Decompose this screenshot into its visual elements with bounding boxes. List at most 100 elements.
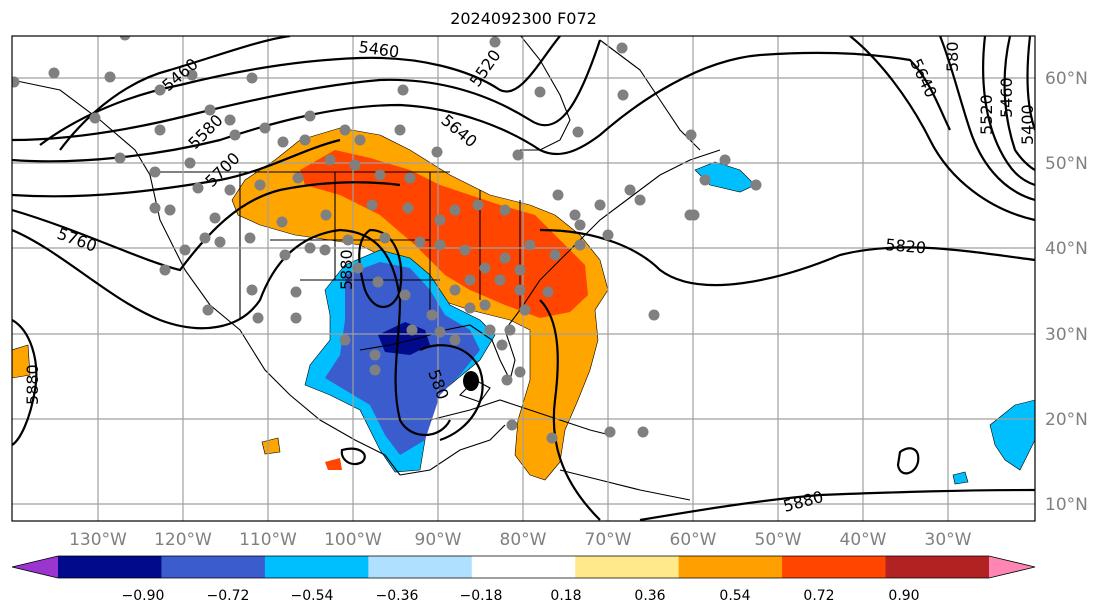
station-marker xyxy=(320,209,332,221)
mid-blue-region xyxy=(325,262,480,455)
station-marker xyxy=(604,426,616,438)
station-marker xyxy=(464,274,476,286)
station-marker xyxy=(434,326,446,338)
colorbar-segment xyxy=(161,556,266,578)
station-marker xyxy=(149,202,161,214)
station-marker xyxy=(699,174,711,186)
station-marker xyxy=(494,274,506,286)
contour-label-5880-a: 5880 xyxy=(337,249,356,290)
contour-5760 xyxy=(12,181,401,272)
station-marker xyxy=(569,209,581,221)
low-center-marker xyxy=(463,371,479,391)
station-marker xyxy=(394,124,406,136)
station-marker xyxy=(572,126,584,138)
station-marker xyxy=(499,204,511,216)
station-marker xyxy=(552,189,564,201)
station-marker xyxy=(489,36,501,48)
station-marker xyxy=(244,232,256,244)
station-marker xyxy=(602,229,614,241)
station-marker xyxy=(304,242,316,254)
lon-label: 60°W xyxy=(670,530,717,550)
map-title: 2024092300 F072 xyxy=(450,9,597,28)
station-marker xyxy=(299,134,311,146)
colorbar-segment xyxy=(678,556,783,578)
station-marker xyxy=(259,122,271,134)
contour-5820-east xyxy=(539,228,1035,287)
contour-5700 xyxy=(12,138,341,198)
station-marker xyxy=(549,249,561,261)
colorbar-segment xyxy=(264,556,369,578)
station-marker xyxy=(514,264,526,276)
red-region xyxy=(300,150,588,318)
lon-label: 30°W xyxy=(925,530,972,550)
station-marker xyxy=(688,209,700,221)
station-marker xyxy=(379,232,391,244)
orange-region-small xyxy=(12,344,31,379)
station-marker xyxy=(292,172,304,184)
station-marker xyxy=(514,284,526,296)
light-blue-small xyxy=(952,471,969,485)
station-marker xyxy=(399,289,411,301)
contour-gulf-closed xyxy=(340,447,366,466)
station-marker xyxy=(276,216,288,228)
station-marker xyxy=(214,236,226,248)
contour-east-4 xyxy=(938,36,1035,202)
station-marker xyxy=(750,179,762,191)
lat-label: 30°N xyxy=(1045,325,1088,345)
map-clip-group xyxy=(12,36,1035,521)
light-blue-atlantic xyxy=(989,399,1035,471)
station-marker xyxy=(246,72,258,84)
station-marker xyxy=(224,184,236,196)
station-marker xyxy=(512,149,524,161)
station-marker xyxy=(104,71,116,83)
station-marker xyxy=(542,286,554,298)
station-marker xyxy=(496,339,508,351)
station-marker xyxy=(192,182,204,194)
station-marker xyxy=(366,199,378,211)
station-marker xyxy=(279,249,291,261)
contour-5880-east xyxy=(639,488,1035,521)
contour-east-5 xyxy=(849,36,1035,222)
colorbar-segment xyxy=(782,556,887,578)
map-frame xyxy=(11,35,1036,522)
station-marker xyxy=(616,42,628,54)
station-marker xyxy=(634,194,646,206)
station-marker xyxy=(624,184,636,196)
station-marker xyxy=(524,239,536,251)
station-marker xyxy=(484,324,496,336)
latitude-labels: 60°N 50°N 40°N 30°N 20°N 10°N xyxy=(1045,69,1088,515)
station-marker xyxy=(246,284,258,296)
colorbar-tick: 0.18 xyxy=(550,588,581,604)
contour-label-580-top: 580 xyxy=(943,41,962,72)
colorbar-tick: 0.36 xyxy=(634,588,665,604)
contour-label-5400: 5400 xyxy=(1018,104,1037,145)
lat-label: 10°N xyxy=(1045,495,1088,515)
contour-east-1 xyxy=(982,36,1035,187)
station-marker xyxy=(290,286,302,298)
contour-label-5820: 5820 xyxy=(885,235,927,257)
station-marker xyxy=(48,67,60,79)
contour-5580 xyxy=(12,39,602,142)
contour-label-5460-c: 5460 xyxy=(997,77,1016,118)
station-marker xyxy=(594,199,606,211)
colorbar-tick: 0.90 xyxy=(888,588,919,604)
station-marker xyxy=(202,304,214,316)
station-marker xyxy=(179,244,191,256)
station-marker xyxy=(254,179,266,191)
contour-label-5880-c: 5880 xyxy=(23,364,42,405)
station-marker xyxy=(159,264,171,276)
contour-5880-west xyxy=(12,319,38,446)
station-marker xyxy=(504,324,516,336)
colorbar-tick: −0.18 xyxy=(460,588,503,604)
station-marker xyxy=(324,154,336,166)
station-marker xyxy=(349,159,361,171)
contour-580-gulf xyxy=(419,344,484,442)
station-marker xyxy=(685,129,697,141)
station-marker xyxy=(402,202,414,214)
station-marker xyxy=(414,236,426,248)
station-marker xyxy=(472,199,484,211)
colorbar-outline xyxy=(11,555,1036,579)
station-marker xyxy=(114,152,126,164)
lat-label: 40°N xyxy=(1045,239,1088,259)
